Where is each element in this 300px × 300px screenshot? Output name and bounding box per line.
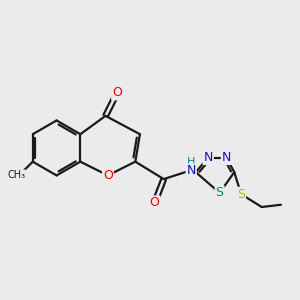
Text: S: S	[216, 186, 224, 199]
Text: O: O	[112, 86, 122, 100]
Text: S: S	[237, 188, 245, 201]
Text: O: O	[103, 169, 113, 182]
Text: N: N	[203, 151, 213, 164]
Text: H: H	[187, 157, 195, 167]
Text: N: N	[222, 151, 231, 164]
Text: CH₃: CH₃	[8, 170, 26, 180]
Text: N: N	[187, 164, 196, 177]
Text: O: O	[150, 196, 160, 209]
